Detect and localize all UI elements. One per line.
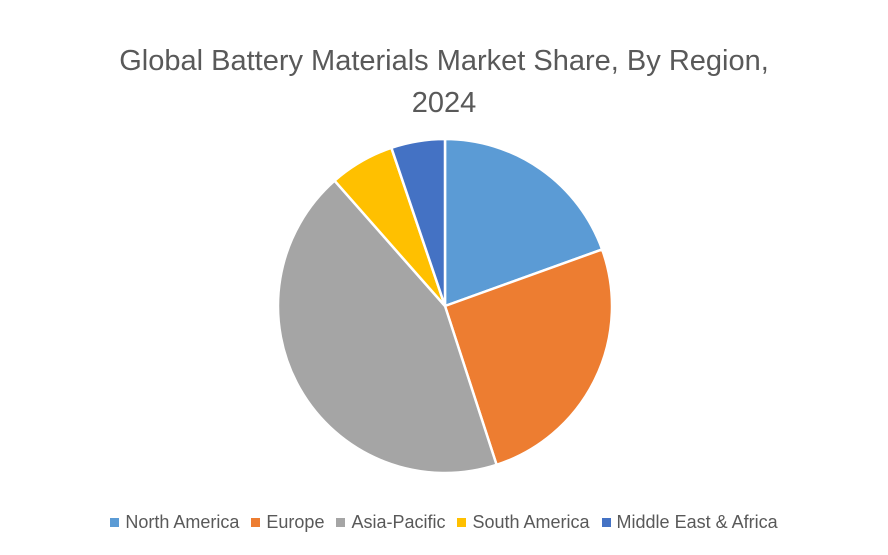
- chart-legend: North America Europe Asia-Pacific South Ame…: [0, 512, 888, 533]
- legend-swatch: [336, 518, 346, 527]
- legend-item-north-america: North America: [110, 512, 239, 533]
- legend-label: North America: [125, 512, 240, 532]
- legend-swatch: [601, 518, 611, 527]
- pie-slice-europe: [443, 248, 614, 467]
- legend-label: Asia-Pacific: [351, 512, 446, 532]
- chart-title: Global Battery Materials Market Share, B…: [119, 45, 769, 119]
- legend-item-middle-east-africa: Middle East & Africa: [601, 512, 778, 533]
- pie-slice-asia-pacific: [276, 179, 498, 475]
- legend-label: Middle East & Africa: [616, 512, 778, 532]
- legend-label: South America: [472, 512, 590, 532]
- pie-slice-north-america: [443, 137, 604, 308]
- legend-item-europe: Europe: [251, 512, 324, 533]
- legend-item-south-america: South America: [457, 512, 590, 533]
- legend-swatch: [110, 518, 120, 527]
- pie-slices: [276, 137, 614, 475]
- legend-swatch: [457, 518, 467, 527]
- pie-slice-middle-east-africa: [390, 137, 447, 308]
- legend-item-asia-pacific: Asia-Pacific: [336, 512, 445, 533]
- legend-label: Europe: [266, 512, 325, 532]
- legend-swatch: [251, 518, 261, 527]
